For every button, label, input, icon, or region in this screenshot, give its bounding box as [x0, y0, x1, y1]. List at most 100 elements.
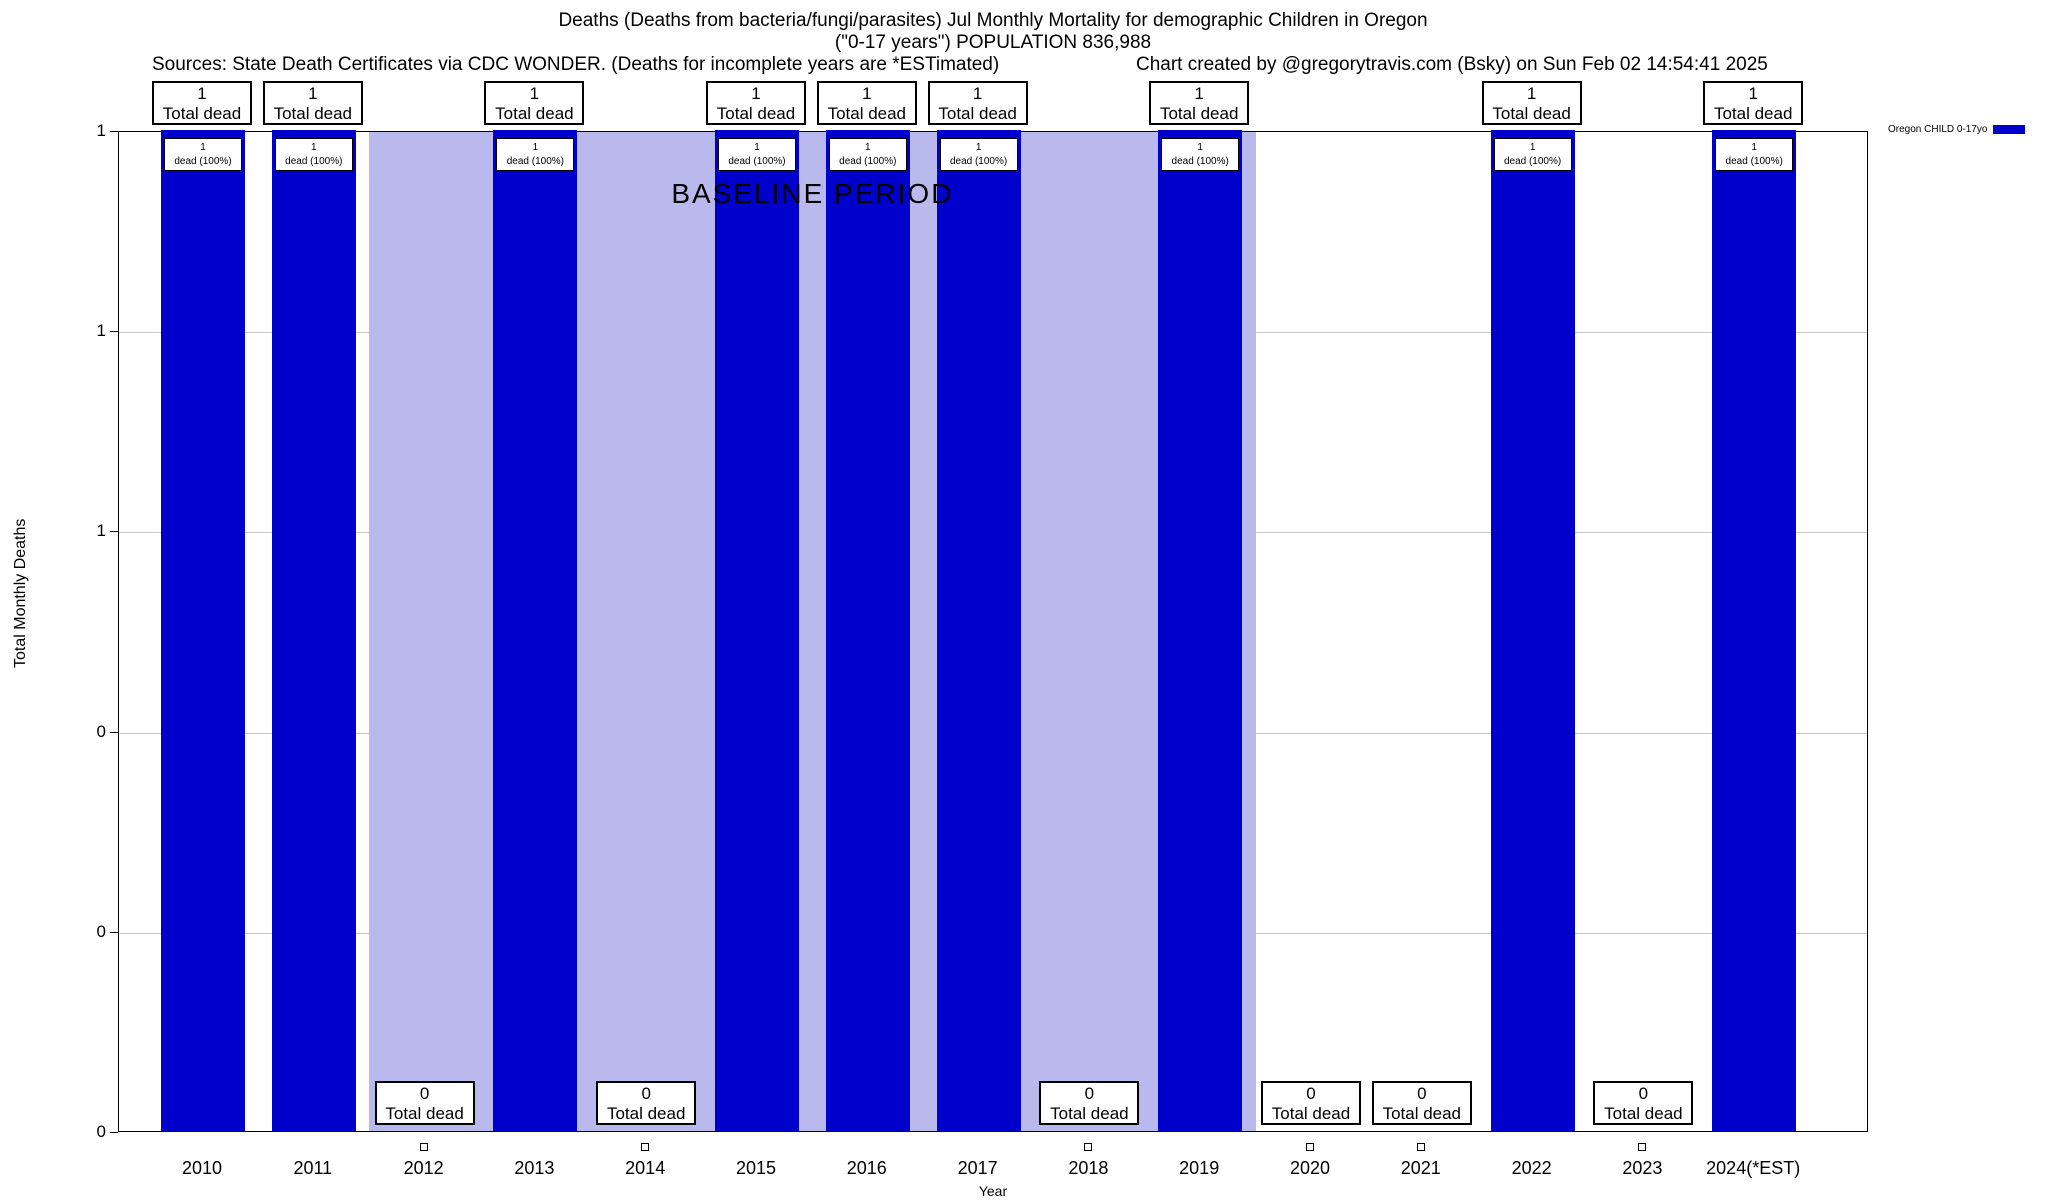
legend-color-swatch [1992, 125, 2025, 134]
count-label: Total dead [1159, 104, 1239, 123]
count-value: 1 [1526, 84, 1537, 103]
in-bar-dead-box: 1 dead (100%) [939, 138, 1018, 171]
zero-value-marker [641, 1143, 650, 1151]
y-tick-mark [110, 531, 118, 532]
count-label: Total dead [385, 1104, 464, 1123]
count-value: 1 [200, 142, 206, 153]
chart-title-line2: ("0-17 years") POPULATION 836,988 [834, 32, 1152, 53]
total-dead-box: 1 Total dead [1149, 81, 1250, 125]
zero-total-dead-box: 0 Total dead [596, 1081, 697, 1125]
count-label: Total dead [1492, 104, 1571, 123]
zero-total-dead-box: 0 Total dead [1593, 1081, 1694, 1125]
count-value: 1 [1197, 142, 1203, 153]
x-tick-label: 2010 [181, 1158, 223, 1178]
legend-label: Oregon CHILD 0-17yo [1888, 124, 1988, 135]
count-value: 1 [751, 84, 761, 103]
count-label: dead (100%) [1171, 156, 1229, 167]
count-label: Total dead [1713, 104, 1793, 123]
in-bar-dead-box: 1 dead (100%) [274, 138, 353, 171]
count-value: 1 [865, 142, 871, 153]
y-tick-label: 0 [96, 1122, 106, 1141]
in-bar-dead-box: 1 dead (100%) [828, 138, 907, 171]
count-label: Total dead [1604, 1104, 1683, 1123]
bar-2010 [161, 130, 245, 1131]
chart-title-line1: Deaths (Deaths from bacteria/fungi/paras… [558, 10, 1428, 31]
x-tick-label: 2020 [1289, 1158, 1331, 1178]
y-tick-mark [110, 932, 118, 933]
count-label: Total dead [162, 104, 242, 123]
count-value: 1 [754, 142, 760, 153]
x-tick-label: 2022 [1511, 1158, 1552, 1178]
count-label: Total dead [495, 104, 574, 123]
bar-2016 [825, 130, 910, 1131]
x-tick-label: 2013 [514, 1158, 555, 1178]
zero-value-marker [419, 1143, 428, 1151]
x-axis-title: Year [978, 1183, 1008, 1199]
y-tick-label: 0 [96, 922, 106, 941]
x-tick-label: 2017 [957, 1158, 998, 1178]
y-tick-label: 1 [96, 321, 106, 340]
count-value: 0 [1084, 1084, 1095, 1103]
count-value: 1 [529, 84, 540, 103]
bar-2019 [1158, 130, 1243, 1131]
x-tick-label: 2016 [846, 1158, 887, 1178]
count-value: 1 [197, 84, 207, 103]
sources-note: Sources: State Death Certificates via CD… [152, 54, 1000, 75]
count-label: dead (100%) [1503, 156, 1562, 167]
count-label: dead (100%) [506, 156, 565, 167]
count-value: 1 [862, 84, 872, 103]
y-tick-mark [110, 131, 118, 132]
x-tick-label: 2023 [1622, 1158, 1663, 1178]
total-dead-box: 1 Total dead [1481, 81, 1582, 125]
count-value: 1 [1748, 84, 1758, 103]
count-value: 0 [641, 1084, 651, 1103]
x-tick-label: 2019 [1179, 1158, 1220, 1178]
count-value: 1 [532, 142, 539, 153]
count-label: dead (100%) [949, 156, 1008, 167]
count-label: Total dead [606, 1104, 686, 1123]
x-tick-label: 2012 [403, 1158, 444, 1178]
count-label: Total dead [827, 104, 907, 123]
count-value: 0 [1417, 1084, 1427, 1103]
bar-2011 [271, 130, 356, 1131]
total-dead-box: 1 Total dead [1703, 81, 1804, 125]
count-label: Total dead [273, 104, 353, 123]
count-value: 1 [1194, 84, 1204, 103]
count-value: 1 [1529, 142, 1536, 153]
total-dead-box: 1 Total dead [706, 81, 806, 125]
zero-value-marker [1084, 1143, 1093, 1151]
zero-value-marker [1416, 1143, 1425, 1151]
zero-total-dead-box: 0 Total dead [1039, 1081, 1140, 1125]
x-tick-label: 2024(*EST) [1706, 1158, 1801, 1178]
count-value: 0 [1306, 1084, 1316, 1103]
count-label: dead (100%) [285, 156, 343, 167]
count-label: dead (100%) [839, 156, 897, 167]
count-label: Total dead [1050, 1104, 1129, 1123]
zero-total-dead-box: 0 Total dead [1261, 1081, 1361, 1125]
bar-2015 [715, 130, 799, 1131]
y-tick-mark [110, 1132, 118, 1133]
y-axis-title: Total Monthly Deaths [12, 518, 29, 668]
zero-total-dead-box: 0 Total dead [374, 1081, 475, 1125]
total-dead-box: 1 Total dead [262, 81, 363, 125]
y-tick-label: 1 [96, 121, 106, 140]
bar-2024(*EST) [1712, 130, 1797, 1131]
total-dead-box: 1 Total dead [152, 81, 252, 125]
count-value: 1 [308, 84, 318, 103]
count-label: Total dead [1382, 1104, 1462, 1123]
zero-value-marker [1306, 1143, 1314, 1151]
in-bar-dead-box: 1 dead (100%) [1715, 138, 1794, 171]
y-tick-mark [110, 732, 118, 733]
in-bar-dead-box: 1 dead (100%) [1161, 138, 1240, 171]
y-tick-mark [110, 331, 118, 332]
count-value: 0 [419, 1084, 430, 1103]
bar-2013 [493, 130, 578, 1131]
count-label: dead (100%) [1725, 156, 1783, 167]
zero-value-marker [1638, 1143, 1647, 1151]
zero-total-dead-box: 0 Total dead [1371, 1081, 1472, 1125]
count-value: 1 [972, 84, 983, 103]
count-value: 1 [311, 142, 317, 153]
credit-note: Chart created by @gregorytravis.com (Bsk… [1136, 54, 1768, 75]
bar-2017 [936, 130, 1021, 1131]
